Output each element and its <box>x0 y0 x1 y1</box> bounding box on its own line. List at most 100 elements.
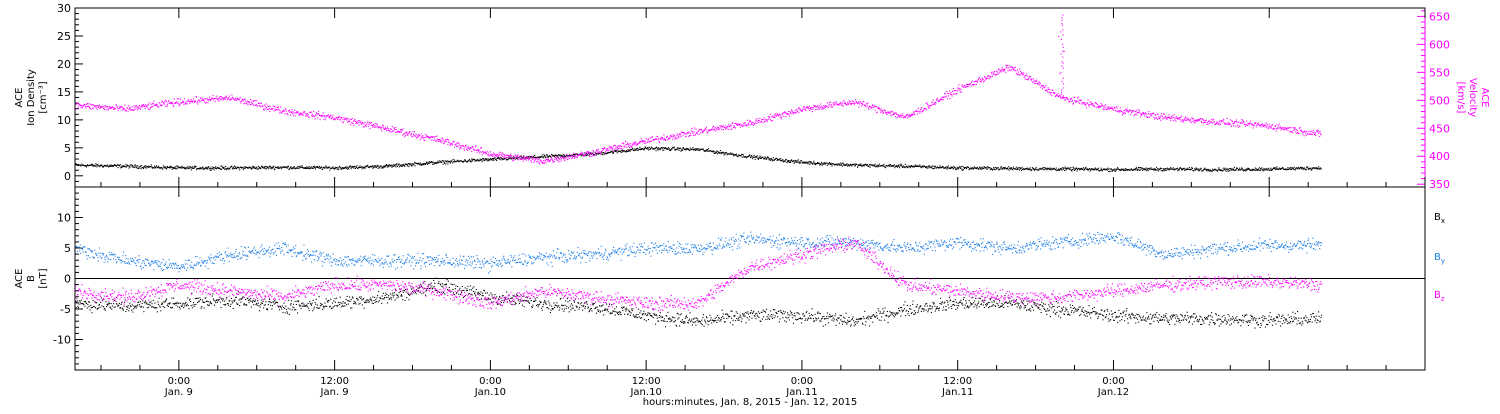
data-point <box>172 102 173 103</box>
data-point <box>341 117 342 118</box>
data-point <box>395 127 396 128</box>
data-point <box>346 168 347 169</box>
data-point <box>1173 167 1174 168</box>
data-point <box>868 166 869 167</box>
data-point <box>1117 167 1118 168</box>
data-point <box>213 95 214 96</box>
data-point <box>928 106 929 107</box>
data-point <box>404 133 405 134</box>
data-point <box>941 97 942 98</box>
data-point <box>212 166 213 167</box>
data-point <box>1120 169 1121 170</box>
data-point <box>822 107 823 108</box>
data-point <box>1165 117 1166 118</box>
data-point <box>580 153 581 154</box>
data-point <box>663 147 664 148</box>
data-point <box>901 117 902 118</box>
data-point <box>1252 170 1253 171</box>
data-point <box>842 103 843 104</box>
data-point <box>464 159 465 160</box>
data-point <box>468 146 469 147</box>
data-point <box>389 130 390 131</box>
data-point <box>149 109 150 110</box>
data-point <box>921 107 922 108</box>
data-point <box>753 125 754 126</box>
data-point <box>1030 76 1031 77</box>
data-point <box>195 100 196 101</box>
data-point <box>1036 80 1037 81</box>
data-point <box>715 153 716 154</box>
data-point <box>360 165 361 166</box>
data-point <box>798 159 799 160</box>
data-point <box>1266 169 1267 170</box>
data-point <box>1062 57 1063 58</box>
data-point <box>1134 169 1135 170</box>
data-point <box>817 106 818 107</box>
data-point <box>612 152 613 153</box>
data-point <box>974 81 975 82</box>
data-point <box>703 149 704 150</box>
data-point <box>1285 128 1286 129</box>
data-point <box>853 101 854 102</box>
data-point <box>571 156 572 157</box>
data-point <box>234 166 235 167</box>
data-point <box>877 166 878 167</box>
data-point <box>427 136 428 137</box>
data-point <box>1053 92 1054 93</box>
data-point <box>1226 171 1227 172</box>
data-point <box>251 104 252 105</box>
data-point <box>197 102 198 103</box>
data-point <box>340 120 341 121</box>
left-tick-label: 30 <box>57 2 71 15</box>
data-point <box>1068 168 1069 169</box>
data-point <box>1170 120 1171 121</box>
data-point <box>953 94 954 95</box>
data-point <box>1146 114 1147 115</box>
data-point <box>1291 167 1292 168</box>
data-point <box>1127 110 1128 111</box>
data-point <box>442 139 443 140</box>
data-point <box>349 167 350 168</box>
data-point <box>945 167 946 168</box>
data-point <box>81 165 82 166</box>
data-point <box>336 167 337 168</box>
data-point <box>339 166 340 167</box>
data-point <box>107 165 108 166</box>
data-point <box>1219 169 1220 170</box>
data-point <box>1229 123 1230 124</box>
data-point <box>1009 170 1010 171</box>
data-point <box>1218 169 1219 170</box>
data-point <box>584 153 585 154</box>
data-point <box>141 106 142 107</box>
data-point <box>1121 111 1122 112</box>
data-point <box>209 168 210 169</box>
data-point <box>1046 168 1047 169</box>
data-point <box>233 168 234 169</box>
data-point <box>979 77 980 78</box>
data-point <box>410 163 411 164</box>
data-point <box>859 107 860 108</box>
data-point <box>920 111 921 112</box>
data-point <box>1204 121 1205 122</box>
data-point <box>287 113 288 114</box>
data-point <box>1270 170 1271 171</box>
data-point <box>210 99 211 100</box>
data-point <box>486 160 487 161</box>
data-point <box>1060 72 1061 73</box>
data-point <box>888 112 889 113</box>
data-point <box>825 164 826 165</box>
data-point <box>85 301 86 302</box>
data-point <box>506 157 507 158</box>
data-point <box>1116 106 1117 107</box>
data-point <box>986 167 987 168</box>
data-point <box>1245 170 1246 171</box>
data-point <box>164 104 165 105</box>
data-point <box>145 108 146 109</box>
data-point <box>878 108 879 109</box>
data-point <box>509 157 510 158</box>
data-point <box>186 101 187 102</box>
data-point <box>809 164 810 165</box>
data-point <box>243 103 244 104</box>
data-point <box>201 98 202 99</box>
data-point <box>364 127 365 128</box>
